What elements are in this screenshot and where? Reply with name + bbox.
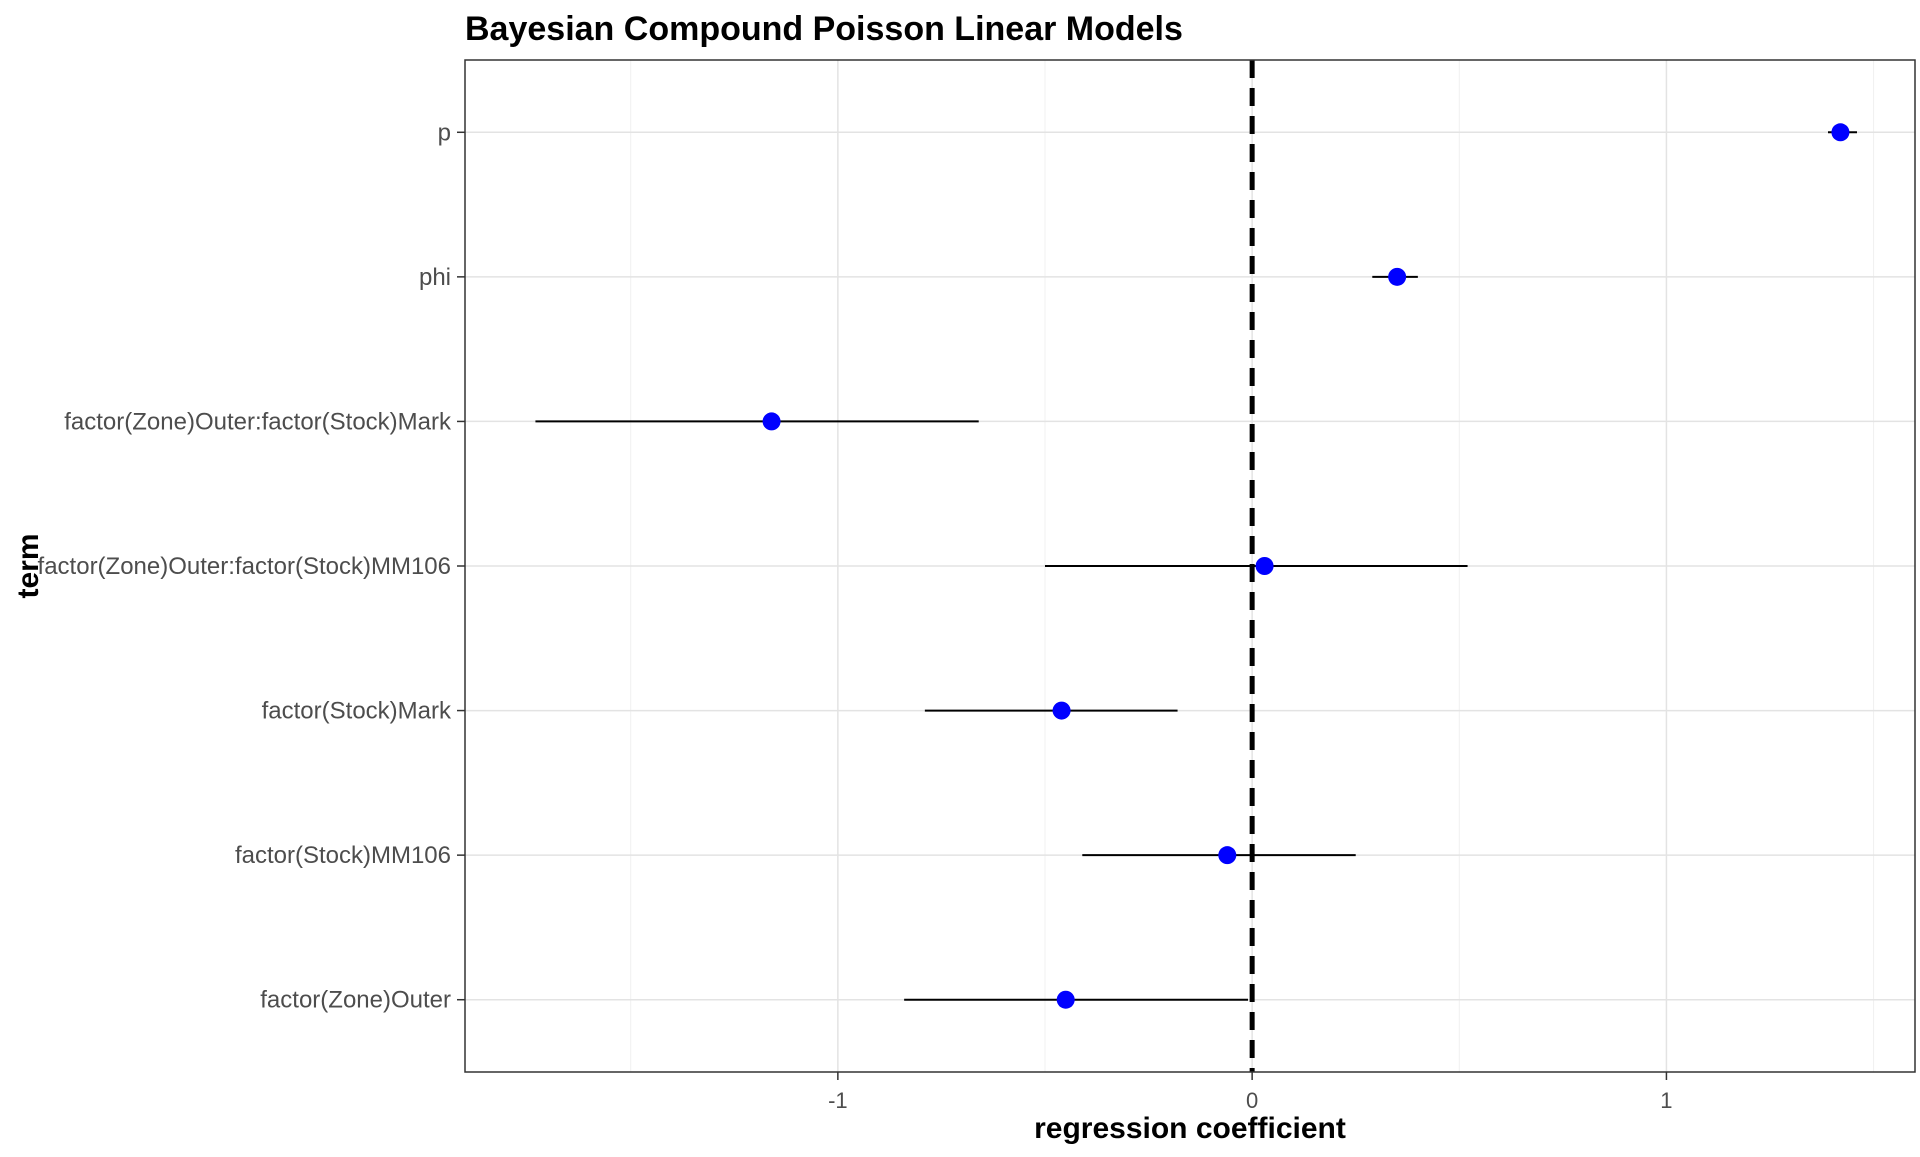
point-0 [1831, 123, 1850, 142]
x-axis: -1 0 1 [828, 1072, 1673, 1113]
y-tick-label: factor(Zone)Outer:factor(Stock)Mark [64, 408, 452, 435]
y-tick-label: factor(Zone)Outer:factor(Stock)MM106 [38, 553, 451, 580]
y-tick-label: factor(Stock)MM106 [235, 842, 451, 869]
y-tick-label: phi [419, 264, 451, 291]
x-axis-title: regression coefficient [1034, 1112, 1346, 1145]
point-2 [762, 412, 781, 431]
point-1 [1388, 267, 1407, 286]
point-6 [1056, 990, 1075, 1009]
y-tick-label: factor(Zone)Outer [260, 987, 451, 1014]
y-axis-title: term [12, 533, 45, 598]
x-tick-label: 1 [1660, 1088, 1672, 1113]
point-layer [762, 123, 1850, 1009]
x-tick-label: -1 [828, 1088, 848, 1113]
y-tick-label: factor(Stock)Mark [262, 698, 452, 725]
y-axis: p phi factor(Zone)Outer:factor(Stock)Mark f… [38, 119, 465, 1014]
y-tick-label: p [438, 119, 451, 146]
x-tick-label: 0 [1246, 1088, 1258, 1113]
point-3 [1255, 557, 1274, 575]
point-5 [1218, 846, 1237, 865]
chart-title: Bayesian Compound Poisson Linear Models [465, 10, 1183, 48]
point-4 [1052, 701, 1071, 720]
